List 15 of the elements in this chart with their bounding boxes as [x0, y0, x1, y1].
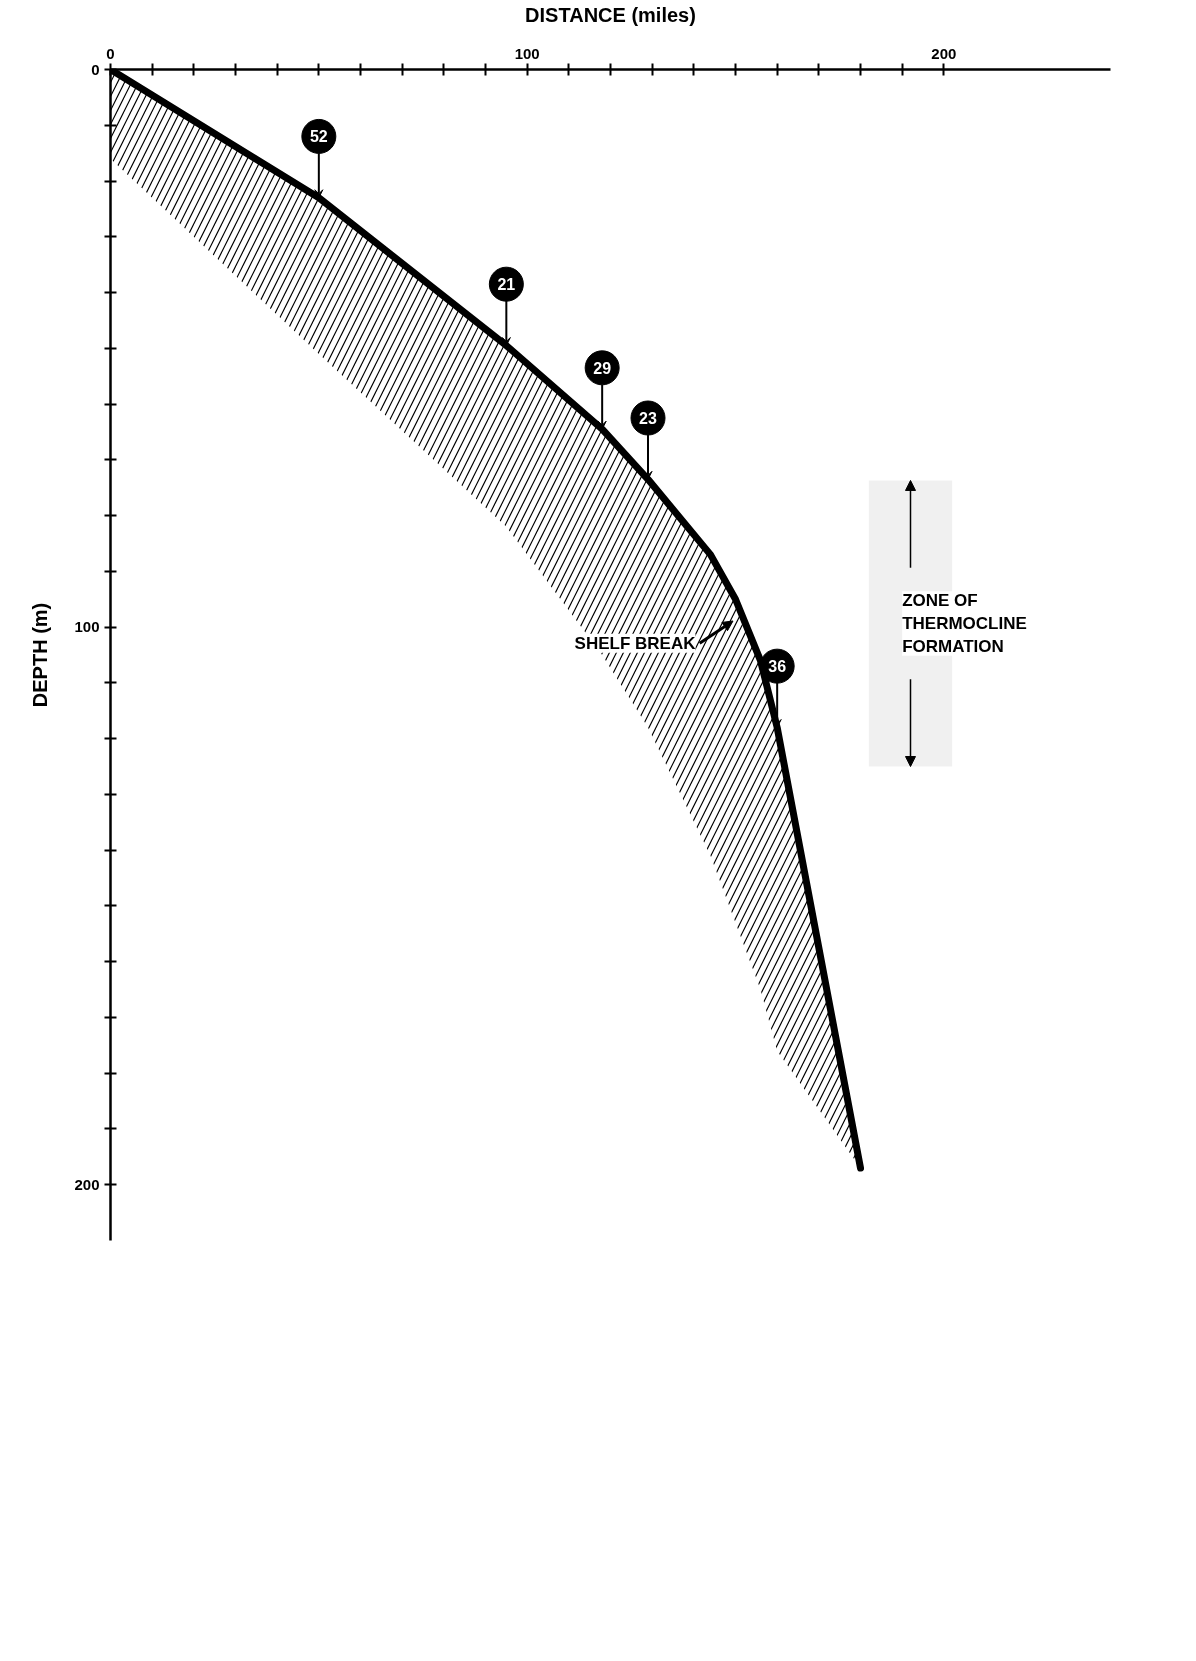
x-tick-label: 200 [931, 44, 957, 62]
y-tick-label: 200 [74, 1175, 100, 1193]
y-tick-label: 100 [74, 618, 100, 636]
y-axis-title: DEPTH (m) [29, 602, 52, 708]
annotation: 52 [309, 128, 328, 146]
annotation: SHELF BREAK [574, 633, 697, 653]
x-tick-label: 100 [514, 44, 540, 62]
y-tick-label: 0 [91, 60, 100, 78]
x-axis-title: DISTANCE (miles) [525, 3, 696, 26]
annotation: 29 [593, 359, 612, 377]
annotation: 21 [497, 276, 516, 294]
x-tick-label: 0 [106, 44, 115, 62]
annotation: 23 [639, 410, 657, 428]
annotation: 36 [768, 658, 787, 676]
band-label: ZONE OF THERMOCLINE FORMATION [902, 591, 1027, 656]
